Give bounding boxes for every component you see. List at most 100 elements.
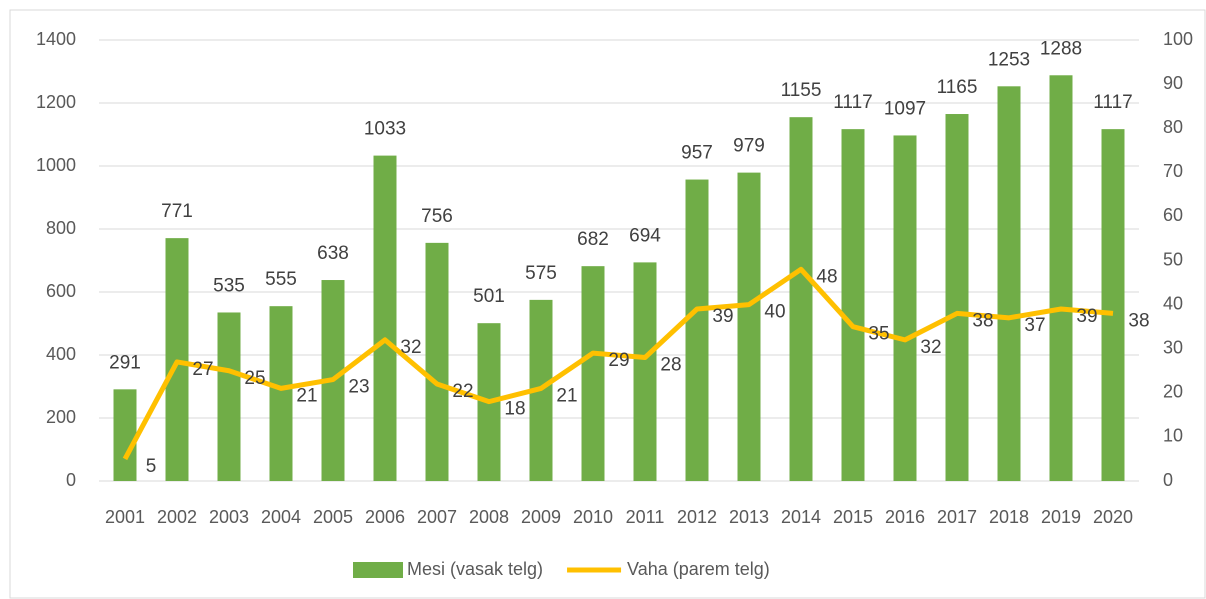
x-tick-label: 2012 [677,507,717,527]
bar-value-label: 957 [681,143,713,164]
legend-label: Vaha (parem telg) [627,559,770,579]
y2-tick-label: 80 [1163,117,1183,137]
y-tick-label: 0 [66,470,76,490]
y2-tick-label: 60 [1163,205,1183,225]
y2-tick-label: 30 [1163,337,1183,357]
line-value-label: 18 [504,399,525,420]
x-tick-label: 2010 [573,507,613,527]
bar [893,135,917,481]
y2-tick-label: 90 [1163,73,1183,93]
line-value-label: 37 [1024,315,1045,336]
bar [1101,129,1125,481]
x-tick-label: 2017 [937,507,977,527]
bar-value-label: 1165 [937,77,978,98]
legend-label: Mesi (vasak telg) [407,559,543,579]
x-tick-label: 2003 [209,507,249,527]
bar-value-label: 555 [265,269,297,290]
y2-tick-label: 50 [1163,249,1183,269]
y-tick-label: 1400 [36,29,76,49]
bar-value-label: 575 [525,263,557,284]
x-tick-label: 2002 [157,507,197,527]
line-value-label: 25 [244,368,265,389]
bar [269,306,293,481]
bar [685,179,709,482]
y-tick-label: 1000 [36,155,76,175]
x-tick-label: 2009 [521,507,561,527]
bar [997,86,1021,482]
line-value-label: 29 [608,350,629,371]
bar [789,117,813,482]
x-tick-label: 2013 [729,507,769,527]
line-value-label: 27 [192,359,213,380]
bar-value-label: 291 [109,352,141,373]
legend-swatch [353,562,403,578]
bar-value-label: 1097 [884,98,926,119]
x-tick-label: 2019 [1041,507,1081,527]
y2-tick-label: 10 [1163,426,1183,446]
x-tick-label: 2015 [833,507,873,527]
line-value-label: 32 [920,337,941,358]
y-tick-label: 600 [46,281,76,301]
bar-value-label: 1033 [364,119,406,140]
y2-tick-label: 100 [1163,29,1193,49]
bar-value-label: 694 [629,225,661,246]
line-value-label: 22 [452,381,473,402]
line-value-label: 48 [816,266,837,287]
line-value-label: 5 [146,456,157,477]
y2-tick-label: 70 [1163,161,1183,181]
x-tick-label: 2001 [105,507,145,527]
bar [373,155,397,482]
y2-tick-label: 0 [1163,470,1173,490]
bar-value-label: 535 [213,275,245,296]
line-series [122,266,1114,461]
y2-tick-label: 20 [1163,382,1183,402]
bar [113,389,137,481]
bar [737,172,761,482]
bar [1049,75,1073,481]
y-tick-label: 800 [46,218,76,238]
line-value-label: 21 [556,385,577,406]
bar [581,266,605,481]
line-value-label: 38 [1128,310,1149,331]
line-value-label: 39 [712,306,733,327]
x-tick-label: 2018 [989,507,1029,527]
x-tick-label: 2016 [885,507,925,527]
line-value-label: 32 [400,337,421,358]
line-value-label: 40 [764,302,785,323]
bar [945,114,969,482]
bar-value-label: 1155 [781,80,822,101]
x-tick-label: 2020 [1093,507,1133,527]
bar-value-label: 1117 [833,92,872,113]
bar-value-label: 1288 [1040,38,1082,59]
bar-value-label: 771 [161,201,193,222]
y-tick-label: 200 [46,407,76,427]
line-value-label: 21 [296,385,317,406]
x-tick-label: 2011 [626,507,665,527]
bar-value-label: 1253 [988,49,1030,70]
line-value-label: 23 [348,377,369,398]
bar-value-label: 979 [733,136,765,157]
x-tick-label: 2004 [261,507,301,527]
bar-value-label: 638 [317,243,349,264]
bar-value-label: 1117 [1093,92,1132,113]
x-tick-label: 2005 [313,507,353,527]
bar-value-label: 682 [577,229,609,250]
line-value-label: 38 [972,310,993,331]
x-tick-label: 2014 [781,507,821,527]
bar-value-label: 501 [473,286,505,307]
line-value-label: 35 [868,324,889,345]
bar [633,262,657,481]
x-tick-label: 2007 [417,507,457,527]
y2-tick-label: 40 [1163,293,1183,313]
line-value-label: 28 [660,355,681,376]
bar [425,242,449,481]
y-tick-label: 400 [46,344,76,364]
x-tick-label: 2008 [469,507,509,527]
bar-value-label: 756 [421,206,453,227]
bar [217,312,241,481]
x-tick-label: 2006 [365,507,405,527]
line-value-label: 39 [1076,306,1097,327]
bar [841,129,865,481]
y-tick-label: 1200 [36,92,76,112]
